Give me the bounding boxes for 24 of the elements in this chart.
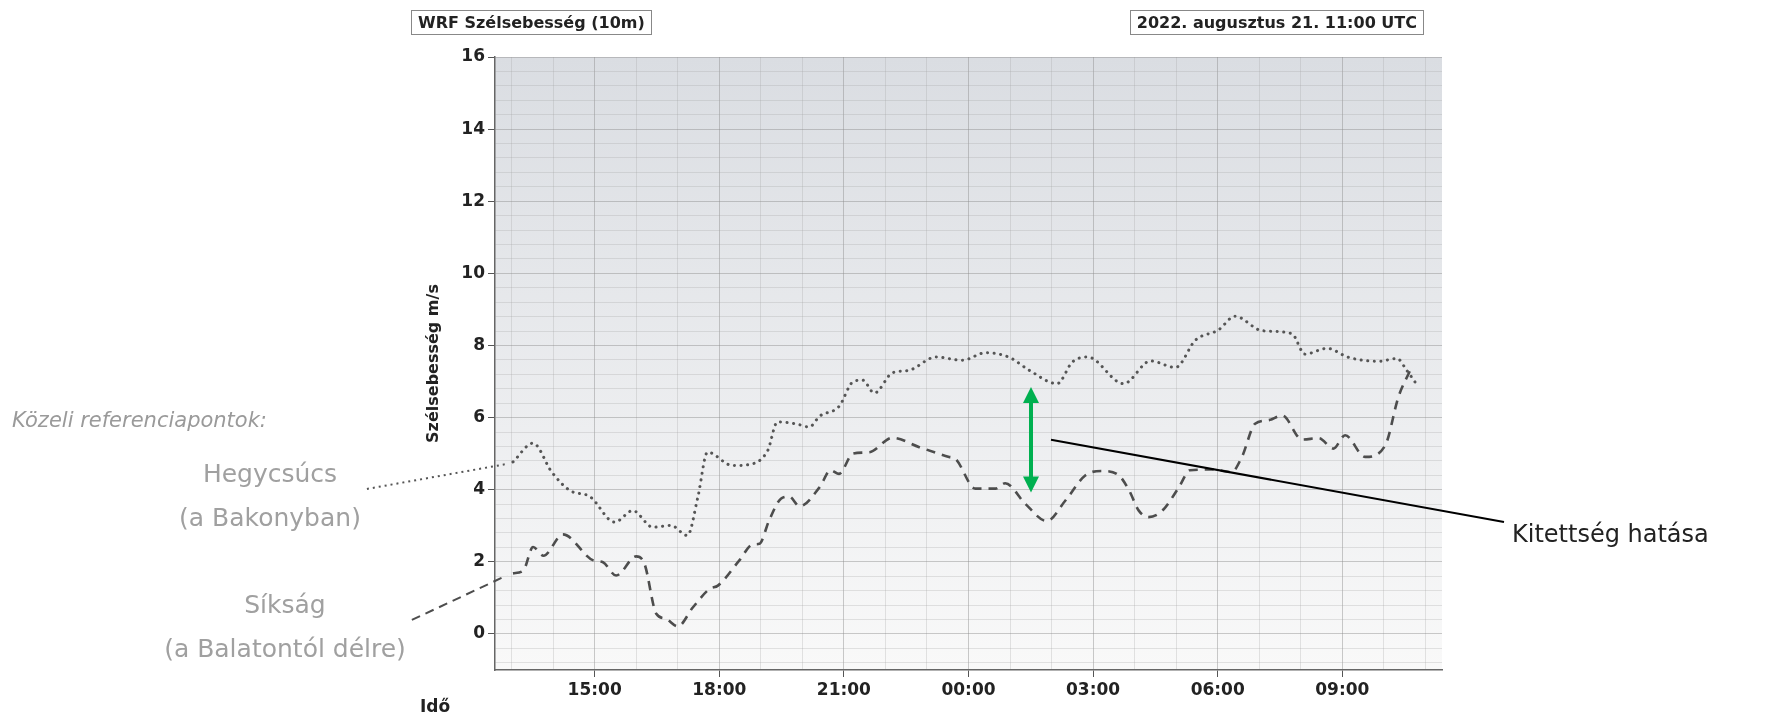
y-tick-label: 12 <box>461 189 485 210</box>
text: Hegycsúcs (a Bakonyban) <box>179 458 361 534</box>
x-tick-label: 15:00 <box>567 678 622 699</box>
legend-title: Közeli referenciapontok: <box>12 408 267 432</box>
x-tick-label: 03:00 <box>1066 678 1121 699</box>
chart-title: WRF Szélsebesség (10m) <box>411 10 652 35</box>
y-tick-label: 14 <box>461 117 486 138</box>
y-tick-label: 6 <box>473 406 485 427</box>
legend-label: Síkság (a Balatontól délre) <box>164 589 406 665</box>
x-axis-title: Idő <box>420 696 451 716</box>
x-tick-label: 21:00 <box>816 678 872 699</box>
y-tick-label: 8 <box>473 333 485 354</box>
x-tick-label: 09:00 <box>1315 678 1370 699</box>
x-tick-label: 18:00 <box>692 678 747 699</box>
x-tick-label: 06:00 <box>1190 678 1245 699</box>
y-tick-label: 2 <box>473 550 485 571</box>
y-tick-label: 4 <box>473 478 486 499</box>
text: Kitettség hatása <box>1512 520 1709 548</box>
chart-subtitle: 2022. augusztus 21. 11:00 UTC <box>1129 10 1424 35</box>
x-tick-label: 00:00 <box>941 678 996 699</box>
y-tick-label: 10 <box>461 261 486 282</box>
y-tick-label: 0 <box>473 622 486 643</box>
y-axis-title: Szélsebesség m/s <box>422 284 442 443</box>
y-tick-label: 16 <box>461 45 485 66</box>
